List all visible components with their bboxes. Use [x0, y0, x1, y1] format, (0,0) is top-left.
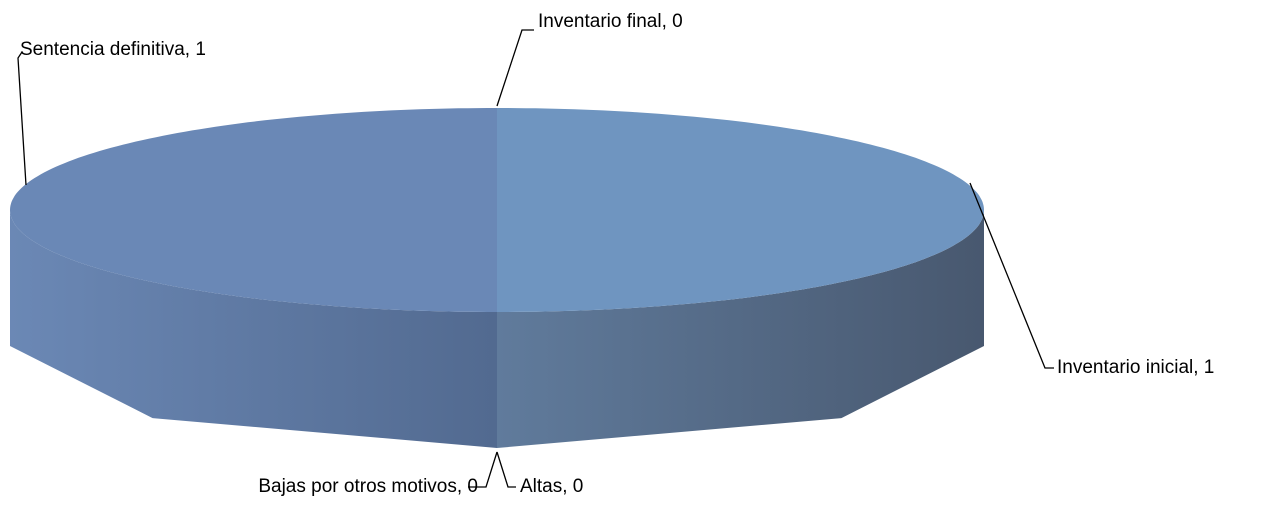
leader-line [468, 451, 498, 488]
data-label: Inventario final, 0 [538, 11, 683, 32]
slice [497, 108, 984, 312]
data-label: Altas, 0 [520, 476, 584, 497]
leader-line [496, 29, 534, 107]
data-label: Sentencia definitiva, 1 [20, 39, 206, 60]
slice [10, 108, 497, 312]
slice-side [10, 210, 497, 448]
data-label: Inventario inicial, 1 [1057, 357, 1215, 378]
leader-line [969, 182, 1054, 369]
leader-line [496, 451, 516, 488]
leader-line [17, 51, 27, 186]
data-label: Bajas por otros motivos, 0 [258, 476, 478, 497]
slice-side [497, 210, 984, 448]
